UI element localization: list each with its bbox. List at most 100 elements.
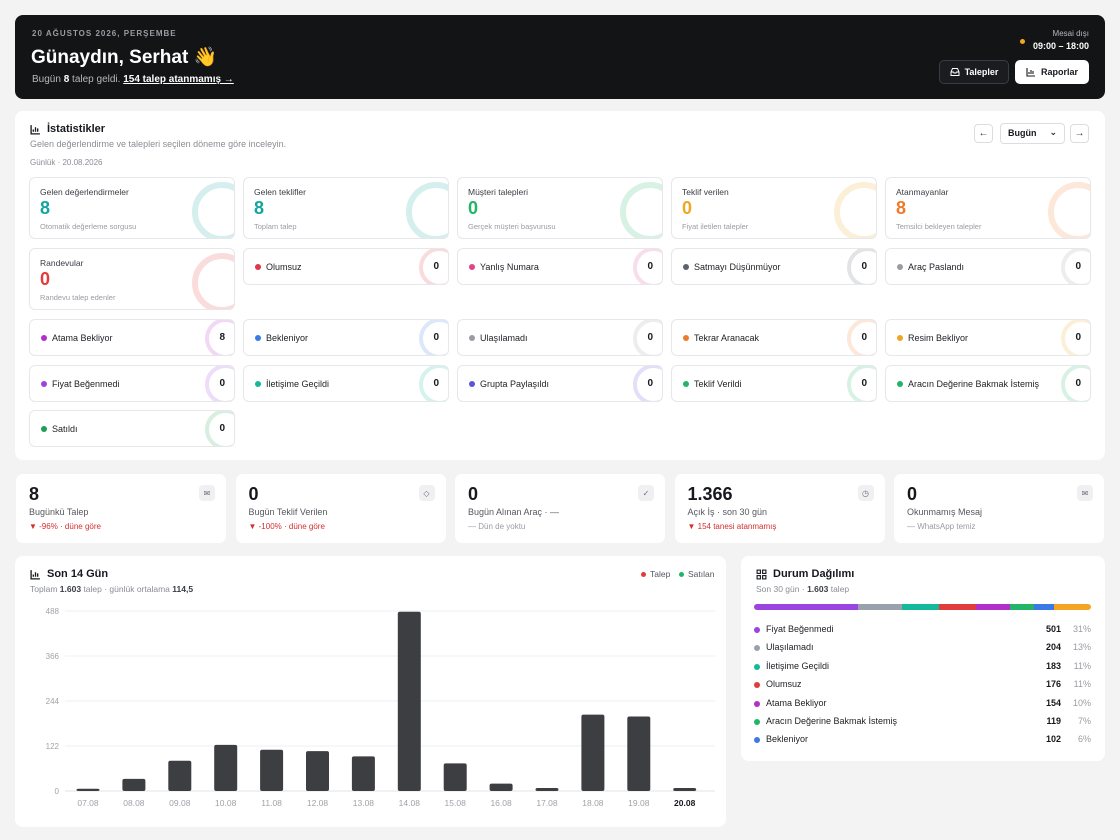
status-card-count: 0 (647, 261, 653, 272)
status-card-ring (847, 365, 876, 401)
distribution-segment-aracin-degerine-bakmak-istemis (1010, 604, 1034, 610)
kpi-label: Bugünkü Talep (29, 507, 89, 517)
prev-period-button[interactable]: ← (974, 124, 993, 143)
status-card-yanlis-numara[interactable]: Yanlış Numara 0 (457, 248, 663, 285)
distribution-row-atama-bekliyor[interactable]: Atama Bekliyor 154 10% (754, 698, 1091, 710)
shift-status-label: Mesai dışı (1052, 29, 1089, 38)
status-card-fiyat-begenmedi[interactable]: Fiyat Beğenmedi 0 (29, 364, 235, 402)
status-card-label: Aracın Değerine Bakmak İstemiş (908, 378, 1040, 389)
summary-count: 8 (63, 74, 70, 85)
kpi-label: Açık İş · son 30 gün (687, 507, 768, 517)
header-date: 20 AĞUSTOS 2026, PERŞEMBE (32, 29, 177, 38)
inbox-icon (950, 68, 960, 76)
status-card-count: 0 (219, 377, 225, 389)
distribution-dot (754, 719, 760, 725)
distribution-sub-prefix: Son 30 gün · (756, 584, 805, 594)
chart-sub-total: 1.603 (59, 584, 82, 594)
bar-15.08 (443, 763, 467, 791)
kpi-value: 1.366 (687, 484, 733, 504)
stat-card-teklif-verilen[interactable]: Teklif verilen 0 Fiyat iletilen talepler (671, 177, 877, 239)
status-dot (897, 335, 903, 341)
distribution-row-aracin-degerine-bakmak-istemis[interactable]: Aracın Değerine Bakmak İstemiş 119 7% (754, 716, 1091, 728)
kpi-delta: ▼ -100% · düne göre (248, 522, 325, 531)
unassigned-link[interactable]: 154 talep atanmamış → (123, 74, 234, 85)
reports-button[interactable]: Raporlar (1015, 60, 1089, 84)
shift-status: Mesai dışı 09:00 – 18:00 (1019, 28, 1089, 53)
next-period-button[interactable]: → (1070, 124, 1089, 143)
status-dot (255, 335, 261, 341)
kpi-card-bugun-teklif-verilen[interactable]: 0 Bugün Teklif Verilen ▼ -100% · düne göre… (235, 474, 446, 543)
summary-prefix: Bugün (32, 74, 61, 85)
kpi-label: Okunmamış Mesaj (907, 507, 983, 517)
stat-card-atanmayanlar[interactable]: Atanmayanlar 8 Temsilci bekleyen talepler (885, 177, 1091, 239)
status-card-atama-bekliyor[interactable]: Atama Bekliyor 8 (29, 319, 235, 356)
status-card-aracin-degerine-bakmak-istemis[interactable]: Aracın Değerine Bakmak İstemiş 0 (885, 364, 1091, 402)
period-select[interactable]: Bugün ⌄ (1000, 123, 1065, 144)
status-card-ulasilamadi[interactable]: Ulaşılamadı 0 (457, 319, 663, 356)
status-card-count: 0 (647, 377, 653, 389)
status-card-ring (205, 365, 234, 401)
kpi-card-bugun-alinan-arac[interactable]: 0 Bugün Alınan Araç · — — Dün de yoktu ✓ (455, 474, 665, 543)
clock-icon: ◷ (857, 485, 874, 501)
grid-icon (756, 569, 767, 579)
status-card-resim-bekliyor[interactable]: Resim Bekliyor 0 (885, 319, 1091, 356)
distribution-row-fiyat-begenmedi[interactable]: Fiyat Beğenmedi 501 31% (754, 624, 1091, 636)
status-card-label: Ulaşılamadı (480, 333, 528, 343)
inbox-icon: ✉ (199, 485, 215, 501)
x-tick-label: 16.08 (490, 798, 512, 808)
distribution-dot (754, 645, 760, 652)
distribution-dot (754, 700, 760, 707)
status-dot (469, 335, 475, 341)
status-dot (683, 264, 689, 270)
stat-card-ring (1048, 182, 1090, 238)
status-card-count: 0 (433, 377, 439, 389)
stat-card-description: Otomatik değerleme sorgusu (40, 222, 137, 231)
stat-card-label: Randevular (40, 258, 84, 268)
status-card-iletisime-gecildi[interactable]: İletişime Geçildi 0 (243, 364, 449, 402)
status-dot (255, 264, 261, 270)
distribution-row-ulasilamadi[interactable]: Ulaşılamadı 204 13% (754, 642, 1091, 654)
stat-card-randevular[interactable]: Randevular 0 Randevu talep edenler (29, 248, 235, 310)
status-card-ring (1061, 249, 1090, 284)
y-tick-label: 366 (46, 652, 60, 661)
status-card-olumsuz[interactable]: Olumsuz 0 (243, 248, 449, 285)
status-card-ring (205, 320, 234, 355)
kpi-card-okunmamis-mesaj[interactable]: 0 Okunmamış Mesaj — WhatsApp temiz ✉ (894, 474, 1104, 543)
kpi-card-bugunku-talep[interactable]: 8 Bugünkü Talep ▼ -96% · düne göre ✉ (16, 474, 226, 543)
distribution-segment-olumsuz (939, 604, 977, 610)
requests-button[interactable]: Talepler (939, 60, 1009, 84)
stat-card-value: 0 (40, 269, 51, 289)
status-card-label: Tekrar Aranacak (694, 333, 760, 343)
distribution-label: Bekleniyor (766, 734, 809, 745)
greeting-title: Günaydın, Serhat 👋 (31, 47, 218, 68)
stat-card-gelen-teklifler[interactable]: Gelen teklifler 8 Toplam talep (243, 177, 449, 239)
legend-request-label: Talep (650, 569, 671, 579)
stat-card-gelen-degerlendirmeler[interactable]: Gelen değerlendirmeler 8 Otomatik değerlem… (29, 177, 235, 239)
distribution-dot (754, 737, 760, 744)
distribution-row-olumsuz[interactable]: Olumsuz 176 11% (754, 679, 1091, 691)
status-card-satmayi-dusunmuyor[interactable]: Satmayı Düşünmüyor 0 (671, 248, 877, 285)
status-card-bekleniyor[interactable]: Bekleniyor 0 (243, 319, 449, 356)
distribution-dot (754, 627, 760, 633)
status-card-arac-paslandi[interactable]: Araç Paslandı 0 (885, 248, 1091, 285)
chart-subtitle: Toplam 1.603 talep · günlük ortalama 114… (30, 584, 193, 594)
bar-09.08 (168, 760, 192, 791)
status-card-ring (633, 365, 662, 401)
status-card-satildi[interactable]: Satıldı 0 (29, 410, 235, 447)
stat-card-musteri-talepleri[interactable]: Müşteri talepleri 0 Gerçek müşteri başvuru… (457, 177, 663, 239)
status-card-tekrar-aranacak[interactable]: Tekrar Aranacak 0 (671, 319, 877, 356)
stat-card-value: 8 (40, 198, 51, 218)
status-card-count: 0 (1075, 261, 1081, 272)
bar-10.08 (214, 744, 238, 791)
status-card-grupta-paylasildi[interactable]: Grupta Paylaşıldı 0 (457, 364, 663, 402)
distribution-row-iletisime-gecildi[interactable]: İletişime Geçildi 183 11% (754, 661, 1091, 673)
distribution-dot (754, 663, 760, 670)
distribution-percent: 31% (1072, 624, 1091, 634)
shift-status-dot (1019, 39, 1025, 44)
status-card-teklif-verildi[interactable]: Teklif Verildi 0 (671, 364, 877, 402)
stat-card-ring (192, 253, 234, 309)
x-tick-label: 07.08 (77, 798, 99, 808)
kpi-card-acik-is-son-30-gun[interactable]: 1.366 Açık İş · son 30 gün ▼ 154 tanesi at… (674, 474, 885, 543)
status-card-label: Yanlış Numara (480, 262, 539, 272)
distribution-row-bekleniyor[interactable]: Bekleniyor 102 6% (754, 734, 1091, 746)
